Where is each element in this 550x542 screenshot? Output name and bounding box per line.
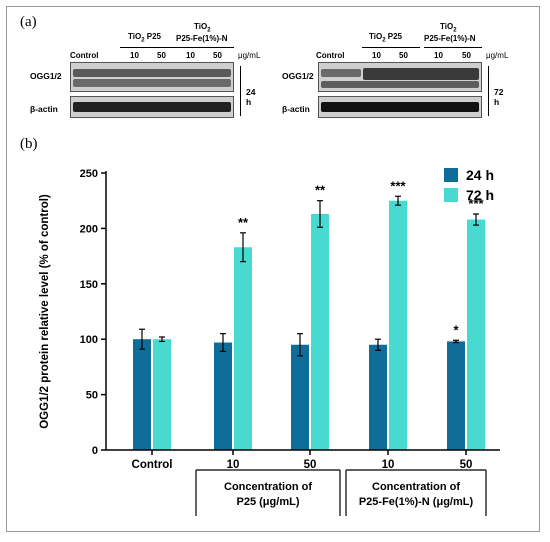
panel-label-b: (b) xyxy=(20,136,38,152)
bar-24h xyxy=(133,339,151,450)
group-label-line2: P25-Fe(1%)-N (μg/mL) xyxy=(359,496,474,508)
col-dose: 50 xyxy=(213,51,222,60)
significance-mark: *** xyxy=(468,196,484,211)
row-label-actin: β-actin xyxy=(282,104,310,114)
y-tick-label: 150 xyxy=(80,279,98,291)
unit-label: μg/mL xyxy=(486,51,509,60)
bar-72h xyxy=(234,247,252,450)
actin-blot-24h xyxy=(70,96,234,118)
x-tick-label: 10 xyxy=(382,459,395,471)
x-tick-label: Control xyxy=(132,459,173,471)
col-dose: 10 xyxy=(372,51,381,60)
col-dose: 50 xyxy=(399,51,408,60)
group2-header-line1: TiO2 xyxy=(440,22,457,34)
group2-header-line2: P25-Fe(1%)-N xyxy=(424,34,476,43)
y-tick-label: 200 xyxy=(80,223,98,235)
group-label-line2: P25 (μg/mL) xyxy=(237,496,300,508)
time-label-24h: 24 h xyxy=(246,87,256,107)
y-tick-label: 50 xyxy=(86,390,98,402)
figure-frame xyxy=(6,6,540,532)
group-bracket xyxy=(345,469,487,516)
group1-header: TiO2 P25 xyxy=(128,32,161,44)
group1-underline xyxy=(120,47,178,48)
col-dose: 10 xyxy=(434,51,443,60)
x-tick-label: 10 xyxy=(227,459,240,471)
time-bracket xyxy=(240,66,241,116)
bar-72h xyxy=(311,213,329,450)
bar-24h xyxy=(447,341,465,450)
bar-72h xyxy=(389,200,407,450)
bar-24h xyxy=(214,342,232,450)
time-label-72h: 72 h xyxy=(494,87,504,107)
actin-blot-72h xyxy=(318,96,482,118)
significance-mark: ** xyxy=(238,215,249,230)
x-tick-label: 50 xyxy=(460,459,473,471)
group1-underline xyxy=(362,47,420,48)
legend-label: 24 h xyxy=(466,167,494,183)
y-tick-label: 250 xyxy=(80,168,98,180)
bar-24h xyxy=(291,344,309,450)
legend-swatch-72h xyxy=(444,188,458,202)
row-label-ogg1: OGG1/2 xyxy=(30,71,62,81)
x-tick-label: 50 xyxy=(304,459,317,471)
ogg1-blot-72h xyxy=(318,62,482,92)
time-bracket xyxy=(488,66,489,116)
col-control: Control xyxy=(316,51,345,60)
y-tick-label: 0 xyxy=(92,445,98,457)
group-bracket xyxy=(195,469,341,516)
legend-label: 72 h xyxy=(466,187,494,203)
col-dose: 50 xyxy=(462,51,471,60)
group2-header-line1: TiO2 xyxy=(194,22,211,34)
row-label-actin: β-actin xyxy=(30,104,58,114)
bar-24h xyxy=(369,344,387,450)
bar-72h xyxy=(467,219,485,450)
group-label-line1: Concentration of xyxy=(372,481,460,493)
significance-mark: ** xyxy=(315,183,326,198)
group2-underline xyxy=(176,47,234,48)
legend-swatch-24h xyxy=(444,168,458,182)
col-control: Control xyxy=(70,51,99,60)
significance-mark: * xyxy=(453,322,459,337)
y-tick-label: 100 xyxy=(80,334,98,346)
y-axis-label: OGG1/2 protein relative level (% of cont… xyxy=(39,194,51,429)
col-dose: 50 xyxy=(157,51,166,60)
group2-header-line2: P25-Fe(1%)-N xyxy=(176,34,228,43)
row-label-ogg1: OGG1/2 xyxy=(282,71,314,81)
significance-mark: *** xyxy=(390,178,406,193)
col-dose: 10 xyxy=(130,51,139,60)
col-dose: 10 xyxy=(186,51,195,60)
bar-72h xyxy=(153,339,171,450)
ogg1-blot-24h xyxy=(70,62,234,92)
group1-header: TiO2 P25 xyxy=(369,32,402,44)
panel-label-a: (a) xyxy=(20,14,37,30)
group-label-line1: Concentration of xyxy=(224,481,312,493)
unit-label: μg/mL xyxy=(238,51,261,60)
group2-underline xyxy=(424,47,482,48)
